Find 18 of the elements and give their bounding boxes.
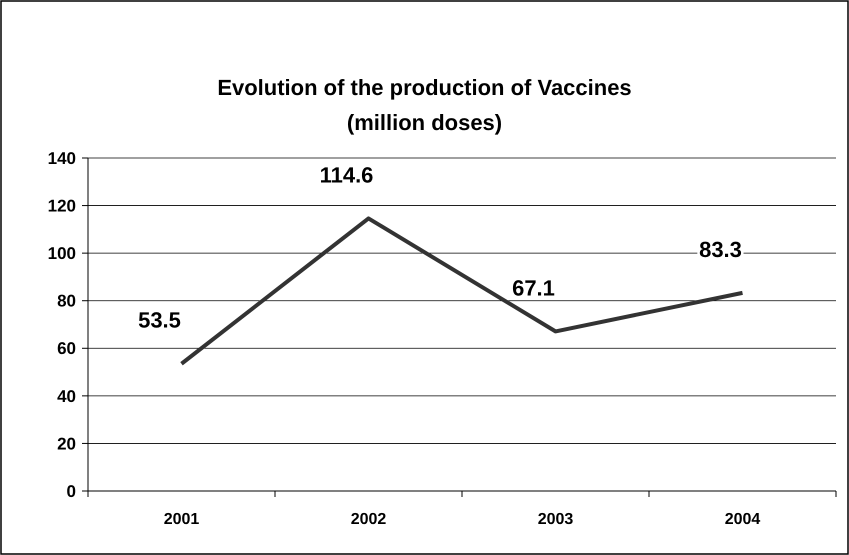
data-label: 114.6 <box>320 162 374 188</box>
line-series <box>180 216 744 366</box>
data-label: 53.5 <box>138 308 181 333</box>
x-tick-label: 2002 <box>350 511 386 528</box>
y-tick-label: 80 <box>57 292 76 311</box>
y-tick-label: 60 <box>57 339 76 358</box>
x-tick-label: 2001 <box>164 511 200 528</box>
y-tick-label: 0 <box>66 482 76 501</box>
y-tick-label: 120 <box>48 196 76 216</box>
chart-subtitle: (million doses) <box>346 110 502 135</box>
y-tick-label: 140 <box>48 148 76 168</box>
y-tick-label: 20 <box>57 434 76 454</box>
y-tick-label: 100 <box>48 244 76 264</box>
x-tick-label: 2004 <box>724 511 760 528</box>
data-label: 67.1 <box>512 275 555 300</box>
chart-title: Evolution of the production of Vaccines <box>217 75 632 100</box>
x-tick-label: 2003 <box>538 511 574 528</box>
y-tick-label: 40 <box>57 386 76 406</box>
